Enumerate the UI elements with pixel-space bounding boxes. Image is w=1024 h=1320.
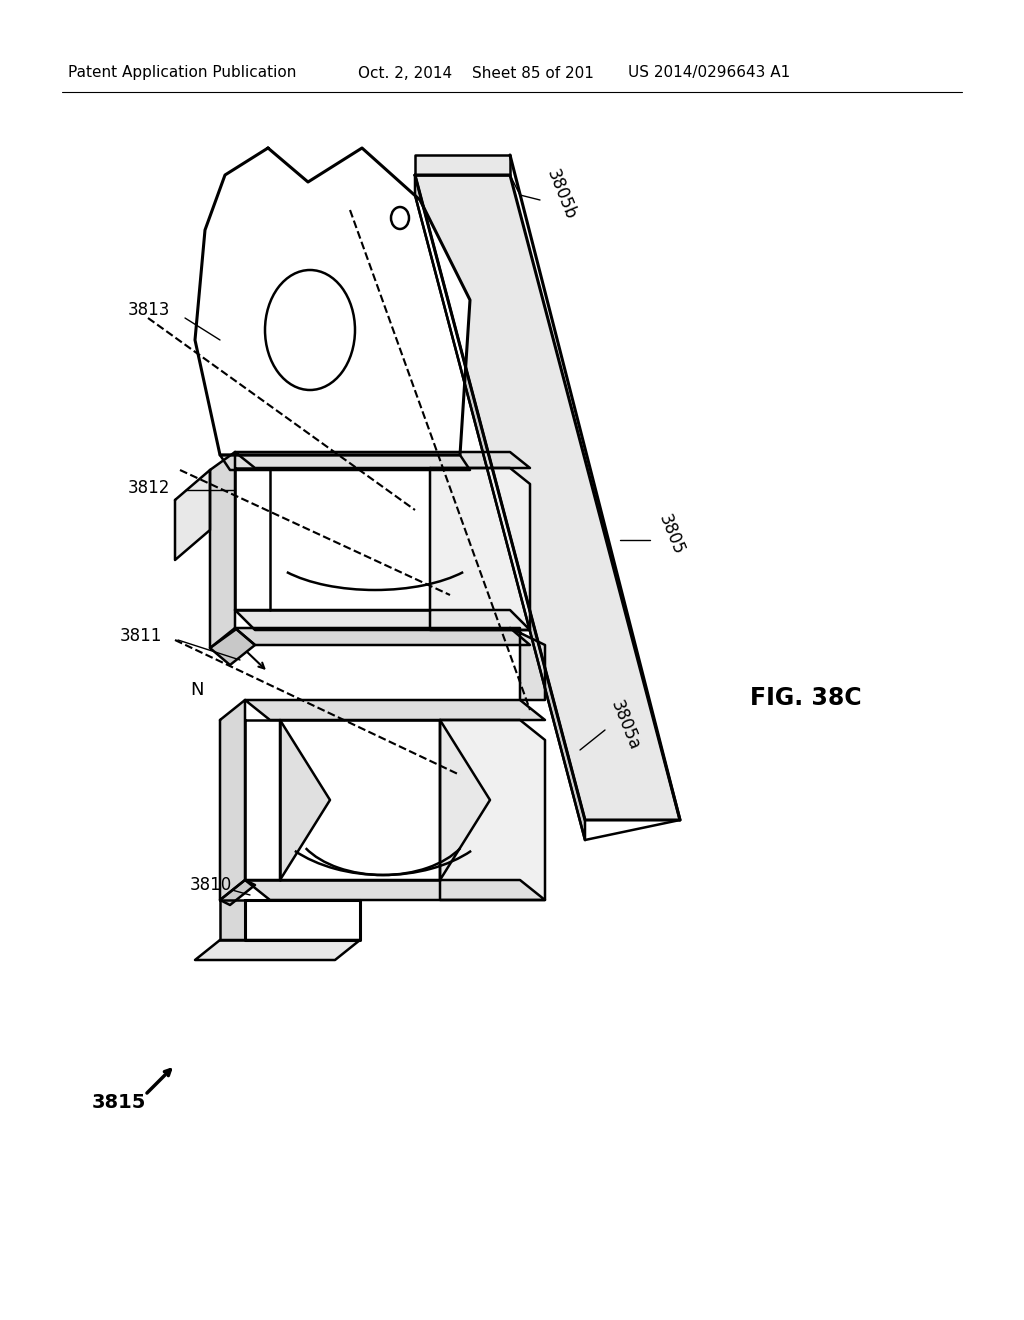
Polygon shape [245, 719, 280, 880]
Text: 3811: 3811 [120, 627, 163, 645]
Polygon shape [280, 719, 330, 880]
Polygon shape [220, 455, 470, 470]
Text: 3812: 3812 [128, 479, 170, 498]
Polygon shape [510, 628, 545, 700]
Polygon shape [245, 900, 360, 940]
Polygon shape [195, 940, 360, 960]
Polygon shape [415, 154, 510, 176]
Polygon shape [234, 469, 270, 610]
Polygon shape [195, 148, 470, 455]
Text: 3805a: 3805a [607, 697, 643, 752]
Polygon shape [415, 176, 680, 820]
Text: FIG. 38C: FIG. 38C [750, 686, 861, 710]
Text: US 2014/0296643 A1: US 2014/0296643 A1 [628, 66, 791, 81]
Text: N: N [190, 681, 204, 700]
Polygon shape [440, 719, 545, 900]
Polygon shape [220, 700, 245, 900]
Text: Oct. 2, 2014: Oct. 2, 2014 [358, 66, 453, 81]
Polygon shape [415, 176, 585, 840]
Ellipse shape [391, 207, 409, 228]
Polygon shape [234, 610, 530, 630]
Text: 3805: 3805 [655, 512, 687, 558]
Polygon shape [210, 451, 234, 648]
Polygon shape [220, 880, 255, 906]
Polygon shape [210, 628, 255, 665]
Ellipse shape [265, 271, 355, 389]
Polygon shape [220, 900, 245, 940]
Text: Sheet 85 of 201: Sheet 85 of 201 [472, 66, 594, 81]
Polygon shape [234, 451, 530, 469]
Text: 3810: 3810 [190, 876, 232, 894]
Polygon shape [440, 719, 490, 880]
Polygon shape [245, 700, 545, 719]
Text: 3813: 3813 [128, 301, 170, 319]
Polygon shape [430, 469, 530, 630]
Polygon shape [245, 880, 545, 900]
Text: 3815: 3815 [92, 1093, 146, 1113]
Polygon shape [234, 628, 530, 645]
Text: 3805b: 3805b [543, 168, 580, 223]
Text: Patent Application Publication: Patent Application Publication [68, 66, 296, 81]
Polygon shape [175, 470, 210, 560]
